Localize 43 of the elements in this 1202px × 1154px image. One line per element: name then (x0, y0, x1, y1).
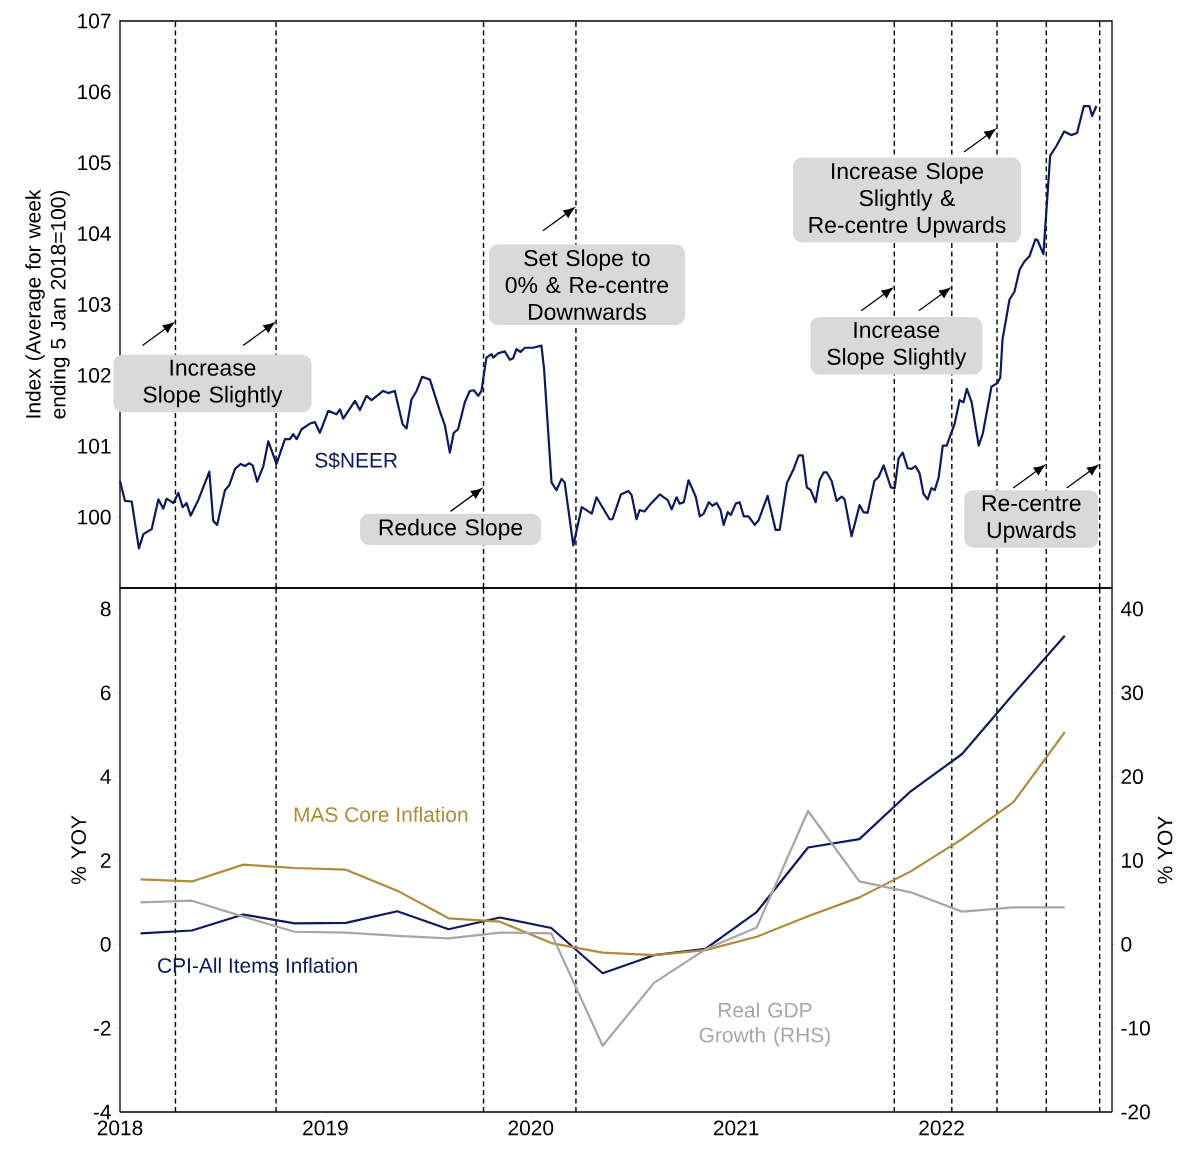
y-tick-label: 107 (78, 13, 111, 29)
x-tick-label: 2018 (97, 1120, 143, 1136)
y2-tick-label: 0 (1121, 936, 1132, 952)
line-series (118, 104, 1098, 550)
annotation: Set Slope to 0% & Re-centre Downwards (505, 249, 669, 320)
y-tick-label: 102 (78, 367, 111, 383)
y-tick-label: 0 (100, 936, 111, 952)
y-tick-label: 6 (100, 685, 111, 701)
y-tick-label: 4 (100, 769, 111, 784)
line-series (139, 634, 1066, 975)
y2-tick-label: -10 (1121, 1020, 1150, 1036)
annotation: Increase Slope Slightly (827, 322, 967, 370)
y-tick-label: 103 (78, 297, 111, 312)
annotation: Re-centre Upwards (982, 495, 1081, 543)
annotation: Reduce Slope (379, 518, 523, 541)
x-tick-label: 2020 (508, 1120, 554, 1136)
y-tick-label: 101 (78, 438, 111, 454)
text: MAS Core Inflation (294, 806, 468, 823)
y-tick-label: 8 (100, 601, 111, 617)
y2-tick-label: 30 (1121, 685, 1143, 701)
series-label: S$NEER (315, 451, 398, 469)
line-series (139, 731, 1066, 957)
series-label: CPI-All Items Inflation (158, 957, 357, 973)
x-tick-label: 2021 (713, 1120, 759, 1136)
y-axis-title: Index (Average for week ending 5 Jan 2018=100) (25, 189, 70, 419)
y-tick-label: 105 (78, 155, 111, 171)
y2-tick-label: 20 (1121, 769, 1143, 785)
y2-tick-label: 10 (1122, 853, 1143, 868)
y-tick-label: -2 (93, 1020, 111, 1036)
y-tick-label: 2 (100, 853, 111, 868)
y-tick-label: 106 (78, 84, 111, 100)
y-tick-label: 100 (78, 509, 111, 525)
y-tick-label: -4 (93, 1104, 111, 1120)
y-tick-label: 104 (78, 226, 111, 242)
y2-tick-label: -20 (1121, 1104, 1150, 1120)
x-tick-label: 2019 (303, 1120, 348, 1136)
y2-tick-label: 40 (1121, 601, 1143, 617)
x-tick-label: 2022 (919, 1120, 964, 1136)
series-label: Real GDP Growth (RHS) (699, 1002, 830, 1047)
y2-axis-title: % YOY (1157, 816, 1173, 884)
annotation: Increase Slope Slightly & Re-centre Upwards (809, 162, 1006, 238)
y-axis-title: % YOY (71, 815, 87, 885)
annotation: Increase Slope Slightly (143, 359, 283, 408)
